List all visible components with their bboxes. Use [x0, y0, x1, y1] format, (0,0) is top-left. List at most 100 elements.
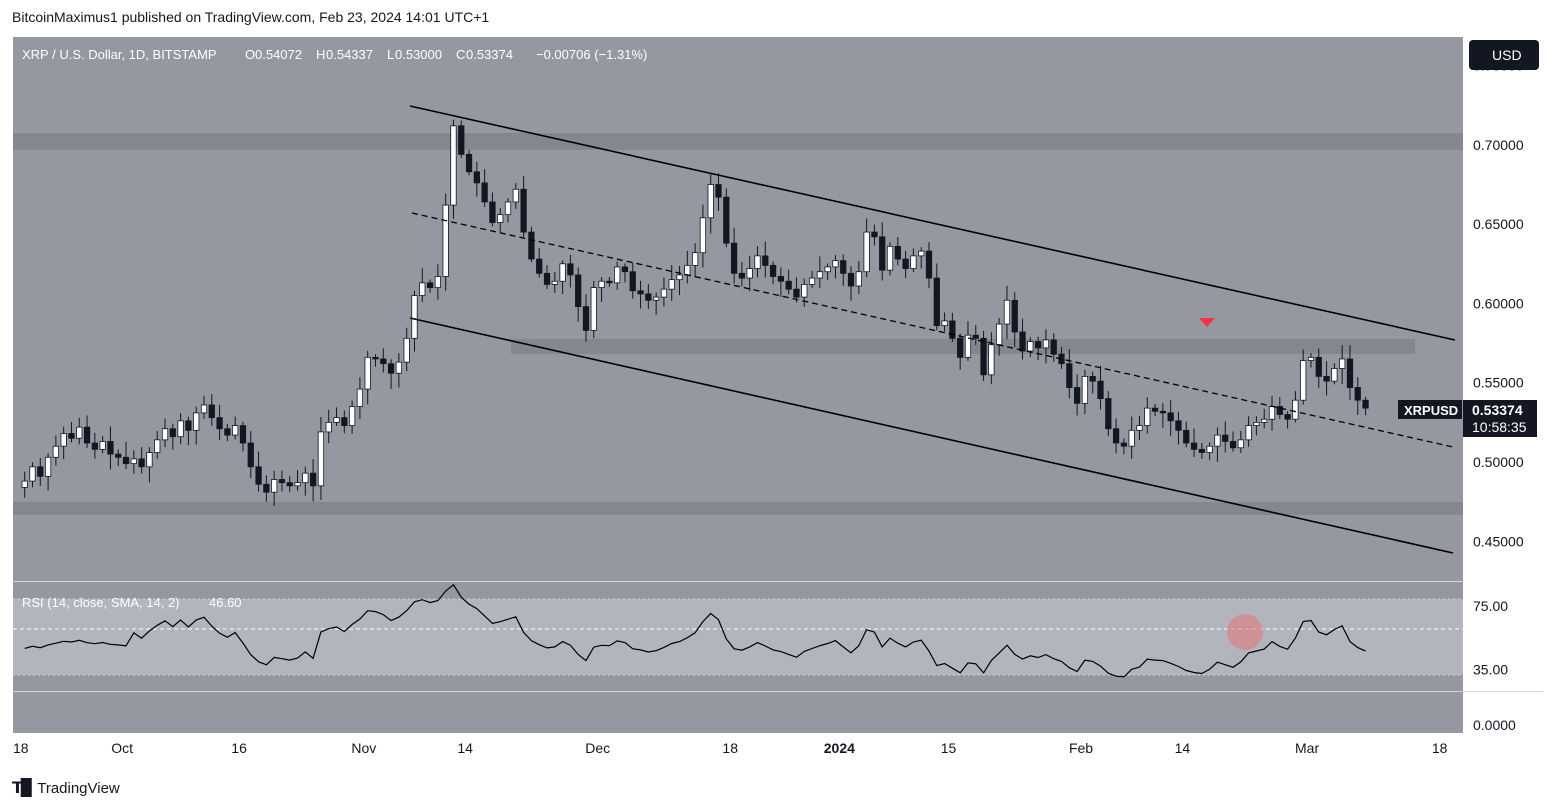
candle-body — [1183, 429, 1190, 444]
candle-body — [1354, 387, 1361, 401]
candle-body — [1190, 442, 1198, 450]
brand-name: TradingView — [37, 779, 120, 797]
candle-body — [411, 295, 418, 339]
candle-body — [1011, 299, 1018, 333]
price-pane[interactable] — [13, 37, 1463, 581]
candle-body — [1035, 341, 1042, 349]
rejection-marker — [1199, 318, 1215, 327]
candle-body — [1276, 406, 1283, 415]
candle-body — [200, 404, 208, 414]
candle-body — [582, 306, 590, 331]
candle-body — [442, 204, 449, 277]
support-zone — [13, 502, 1463, 515]
candle-body — [621, 266, 629, 273]
time-axis[interactable] — [13, 734, 1463, 764]
candle-body — [1206, 445, 1213, 453]
candle-body — [972, 334, 979, 339]
candle-body — [1261, 418, 1268, 423]
candle-body — [660, 288, 668, 298]
candle-body — [645, 293, 652, 301]
ohlc-open: 0.54072 — [255, 47, 302, 62]
channel-upper-line — [409, 105, 1456, 341]
candle-body — [902, 258, 909, 269]
rsi-tick-label: 75.00 — [1473, 598, 1508, 614]
time-tick-label: Nov — [351, 740, 376, 756]
ohlc-o-label: O — [245, 47, 255, 62]
candle-body — [169, 428, 176, 438]
price-tick-label: 0.70000 — [1473, 137, 1524, 153]
currency-button[interactable] — [1469, 40, 1539, 70]
candle-body — [988, 344, 995, 376]
candle-body — [426, 282, 434, 288]
ohlc-close: 0.53374 — [466, 47, 513, 62]
candle-body — [1097, 380, 1104, 400]
candle-body — [1315, 356, 1322, 377]
time-tick-label: Dec — [585, 740, 610, 756]
candle-body — [925, 250, 933, 279]
symbol-legend[interactable]: XRP / U.S. Dollar, 1D, BITSTAMP O 0.5407… — [22, 47, 647, 62]
candle-body — [957, 337, 964, 358]
candle-body — [1245, 425, 1252, 441]
candle-body — [1105, 398, 1112, 430]
candle-body — [910, 255, 917, 269]
candle-body — [1081, 376, 1089, 404]
candle-body — [1339, 358, 1346, 369]
ohlc-high: 0.54337 — [326, 47, 373, 62]
candle-body — [676, 274, 683, 281]
candle-body — [879, 236, 886, 271]
candle-body — [489, 201, 496, 223]
candle-body — [387, 363, 395, 374]
candle-body — [738, 272, 746, 279]
rsi-band — [13, 599, 1463, 675]
candle-body — [715, 184, 722, 198]
candle-body — [871, 231, 878, 238]
candle-body — [520, 188, 527, 233]
price-axis[interactable] — [1463, 37, 1543, 733]
candles[interactable] — [21, 119, 1369, 506]
candle-body — [473, 171, 480, 184]
symbol-name: XRP / U.S. Dollar, 1D, BITSTAMP — [22, 47, 217, 62]
candle-body — [847, 272, 855, 287]
candle-body — [1214, 434, 1221, 447]
candle-body — [263, 483, 270, 493]
candle-body — [286, 482, 293, 487]
candle-body — [840, 260, 847, 274]
candle-body — [37, 466, 44, 477]
ticker-tag-label: XRPUSD — [1404, 403, 1458, 418]
candle-body — [816, 271, 823, 279]
candle-body — [668, 279, 675, 290]
candle-body — [1167, 412, 1174, 422]
brand[interactable]: 𝗧▉ TradingView — [12, 778, 120, 798]
candle-body — [255, 466, 262, 485]
ohlc-change: −0.00706 (−1.31%) — [536, 47, 647, 62]
channel-midline — [411, 212, 1454, 448]
candle-body — [590, 287, 597, 331]
candle-body — [395, 361, 403, 374]
ohlc-low: 0.53000 — [395, 47, 442, 62]
candle-body — [769, 264, 777, 277]
candle-body — [1222, 434, 1229, 442]
candle-body — [481, 182, 488, 203]
ohlc-h-label: H — [316, 47, 325, 62]
candle-body — [450, 125, 457, 206]
price-tag-countdown: 10:58:35 — [1472, 419, 1527, 435]
candle-body — [91, 442, 98, 450]
candle-body — [177, 420, 184, 438]
candle-body — [637, 290, 644, 295]
candle-body — [684, 264, 691, 276]
candle-body — [247, 442, 254, 468]
rsi-tick-label: 0.0000 — [1473, 717, 1516, 733]
candle-body — [216, 417, 223, 430]
candle-body — [598, 280, 605, 288]
candle-body — [193, 412, 200, 431]
time-tick-label: 15 — [941, 740, 957, 756]
currency-button-label: USD — [1492, 47, 1522, 63]
candle-body — [1128, 429, 1135, 447]
candle-body — [1253, 421, 1260, 426]
candle-body — [465, 153, 473, 173]
rsi-legend[interactable]: RSI (14, close, SMA, 14, 2) 46.60 — [22, 595, 242, 610]
candle-body — [333, 417, 340, 423]
candle-body — [996, 323, 1003, 346]
candle-body — [707, 184, 714, 219]
